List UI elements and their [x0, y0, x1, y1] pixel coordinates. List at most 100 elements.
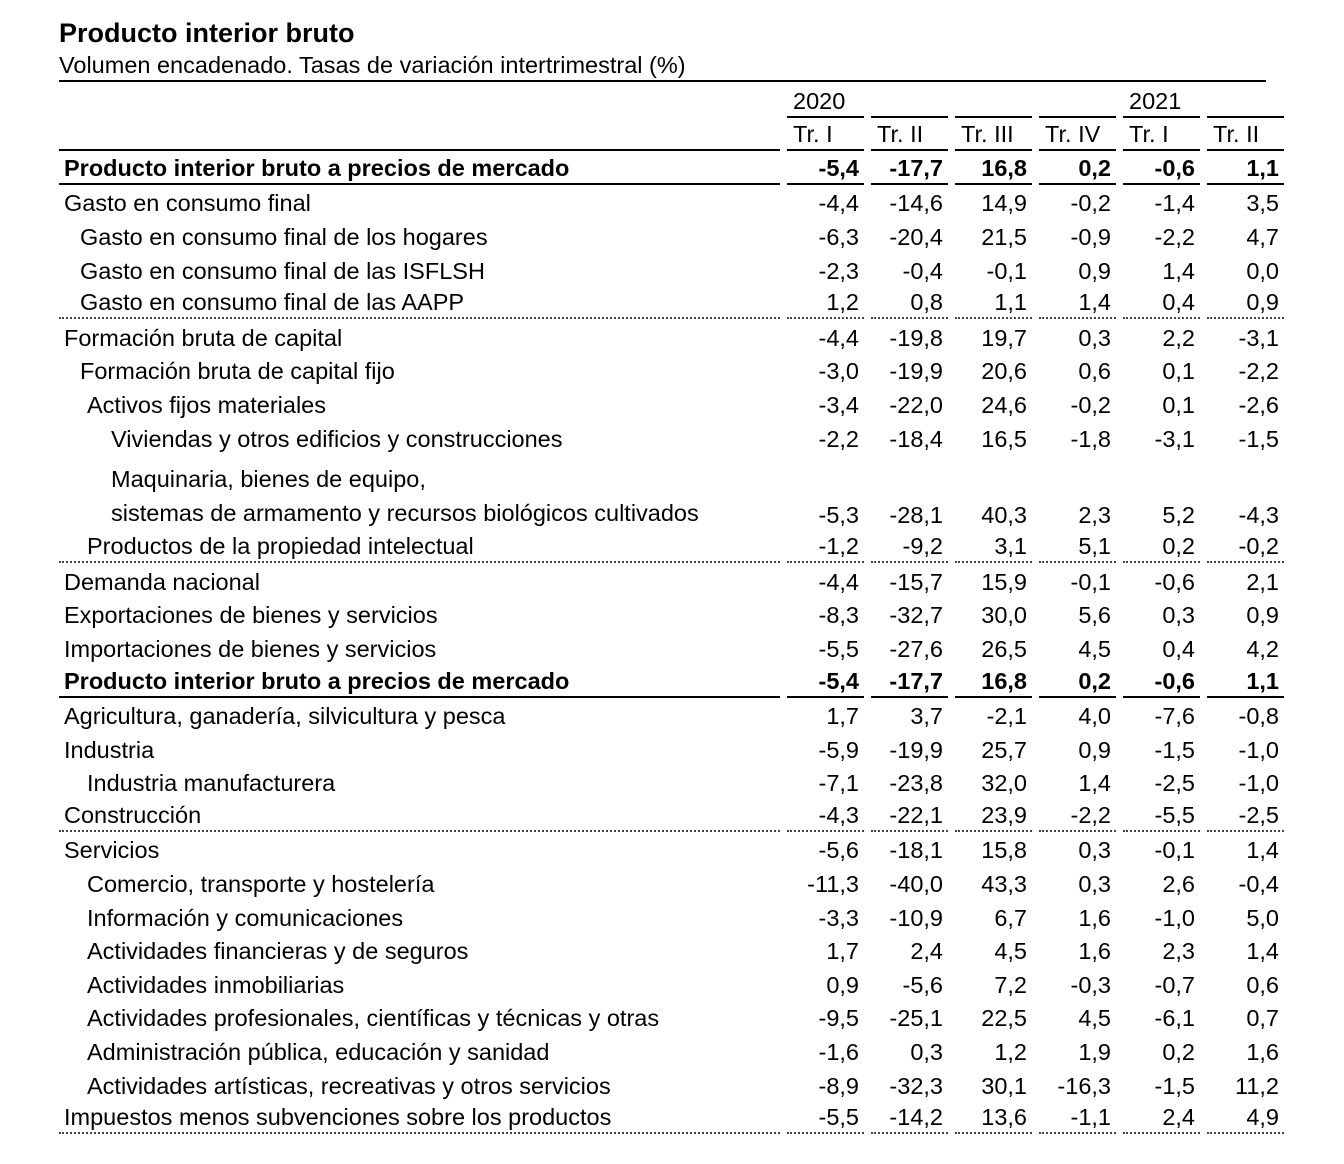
row-value: -4,4 [818, 568, 860, 595]
row-value: 16,8 [955, 151, 1032, 185]
row-value: 25,7 [981, 736, 1027, 763]
quarter-header: Tr. III [955, 118, 1032, 152]
row-label: Productos de la propiedad intelectual [59, 530, 780, 564]
row-label: Formación bruta de capital fijo [80, 358, 395, 385]
row-label: Administración pública, educación y sani… [87, 1039, 550, 1066]
row-value: -2,5 [1154, 770, 1196, 797]
row-value: 3,5 [1246, 190, 1279, 217]
row-value: 0,4 [1162, 635, 1195, 662]
row-value: -0,1 [1070, 568, 1112, 595]
row-value: -32,7 [889, 602, 943, 629]
row-value: 16,8 [955, 664, 1032, 698]
row-value: -2,2 [818, 425, 860, 452]
row-value: -5,5 [818, 635, 860, 662]
row-value: 1,4 [1162, 257, 1195, 284]
table-row: Exportaciones de bienes y servicios -8,3 -… [59, 597, 1284, 631]
row-value: 0,6 [1246, 971, 1279, 998]
year-header: 2021 [1123, 84, 1200, 118]
row-value: 0,3 [1162, 602, 1195, 629]
row-value: -18,1 [889, 837, 943, 864]
row-value: 0,3 [1078, 871, 1111, 898]
row-value: -32,3 [889, 1072, 943, 1099]
row-label: Gasto en consumo final de las ISFLSH [80, 257, 485, 284]
quarter-header: Tr. I [1123, 118, 1200, 152]
row-value: 0,3 [910, 1039, 943, 1066]
table-row: Impuestos menos subvenciones sobre los p… [59, 1101, 1284, 1135]
row-value: -20,4 [889, 223, 943, 250]
row-value: -19,9 [889, 736, 943, 763]
row-value: 11,2 [1235, 1072, 1279, 1099]
row-value: 0,9 [1246, 602, 1279, 629]
row-value: -9,5 [818, 1005, 860, 1032]
row-value: 26,5 [981, 635, 1027, 662]
row-value: 2,1 [1246, 568, 1279, 595]
row-value: -0,4 [902, 257, 944, 284]
year-header-row: 2020 2021 [59, 84, 1284, 118]
row-value: -23,8 [889, 770, 943, 797]
table-row: Industria -5,9 -19,9 25,7 0,9 -1,5 -1,0 [59, 731, 1284, 765]
row-value: -14,2 [871, 1101, 948, 1135]
row-value: -3,0 [818, 358, 860, 385]
row-value: -2,2 [1154, 223, 1196, 250]
row-value: -3,4 [818, 391, 860, 418]
row-value: -17,7 [871, 664, 948, 698]
row-value: 4,0 [1078, 703, 1111, 730]
row-value: -0,6 [1123, 151, 1200, 185]
table-row: Formación bruta de capital fijo -3,0 -19,9… [59, 353, 1284, 387]
row-label: Actividades financieras y de seguros [87, 938, 469, 965]
row-value: -1,0 [1238, 736, 1280, 763]
row-value: 1,2 [994, 1039, 1027, 1066]
row-value: -0,8 [1238, 703, 1280, 730]
row-value: 19,7 [981, 324, 1027, 351]
row-value: 23,9 [955, 798, 1032, 832]
page-title: Producto interior bruto [59, 18, 355, 48]
row-value: -5,4 [787, 151, 864, 185]
header-spacer [59, 84, 780, 118]
quarter-header: Tr. II [1207, 118, 1284, 152]
row-label: Activos fijos materiales [87, 391, 326, 418]
table-row: Agricultura, ganadería, silvicultura y p… [59, 698, 1284, 732]
page-subtitle: Volumen encadenado. Tasas de variación i… [59, 52, 686, 78]
table-row: Actividades profesionales, científicas y… [59, 1000, 1284, 1034]
row-value: -6,1 [1154, 1005, 1196, 1032]
row-label: Gasto en consumo final de los hogares [80, 223, 488, 250]
row-value: 5,1 [1039, 530, 1116, 564]
row-value: -25,1 [889, 1005, 943, 1032]
table-row: Gasto en consumo final de los hogares -6,… [59, 218, 1284, 252]
row-value: -1,1 [1039, 1101, 1116, 1135]
top-rule [59, 80, 1266, 82]
row-value: 14,9 [981, 190, 1027, 217]
row-value: 4,9 [1207, 1101, 1284, 1135]
row-value: 0,4 [1123, 286, 1200, 320]
row-value: 0,6 [1078, 358, 1111, 385]
row-value: 1,1 [1207, 151, 1284, 185]
row-value: -0,4 [1238, 871, 1280, 898]
row-label: Gasto en consumo final de las AAPP [59, 286, 780, 320]
row-value: -8,9 [818, 1072, 860, 1099]
row-label: Actividades inmobiliarias [87, 971, 345, 998]
row-label: Viviendas y otros edificios y construcci… [111, 425, 563, 452]
row-value: 2,3 [1162, 938, 1195, 965]
row-value: -2,6 [1238, 391, 1280, 418]
row-value: 0,2 [1123, 530, 1200, 564]
gdp-table: 2020 2021 Tr. I Tr. II Tr. III Tr. IV Tr. I Tr.… [52, 84, 1291, 1135]
row-label: Demanda nacional [64, 568, 260, 595]
row-value: 4,5 [1078, 635, 1111, 662]
table-row: Viviendas y otros edificios y construcci… [59, 420, 1284, 454]
row-value: 15,9 [981, 568, 1027, 595]
row-value: 1,6 [1078, 938, 1111, 965]
row-value: 43,3 [981, 871, 1027, 898]
row-value: -5,5 [787, 1101, 864, 1135]
row-value: -2,1 [986, 703, 1028, 730]
row-value: -0,3 [1070, 971, 1112, 998]
row-value: 16,5 [981, 425, 1027, 452]
row-value: -27,6 [889, 635, 943, 662]
table-row: Administración pública, educación y sani… [59, 1033, 1284, 1067]
row-value: 40,3 [981, 501, 1027, 528]
row-value: -1,6 [818, 1039, 860, 1066]
table-row: Actividades financieras y de seguros 1,7 2… [59, 933, 1284, 967]
row-value: -4,3 [787, 798, 864, 832]
table-row: Servicios -5,6 -18,1 15,8 0,3 -0,1 1,4 [59, 832, 1284, 866]
table-row: Comercio, transporte y hostelería -11,3 -4… [59, 865, 1284, 899]
row-value: -0,2 [1070, 190, 1112, 217]
